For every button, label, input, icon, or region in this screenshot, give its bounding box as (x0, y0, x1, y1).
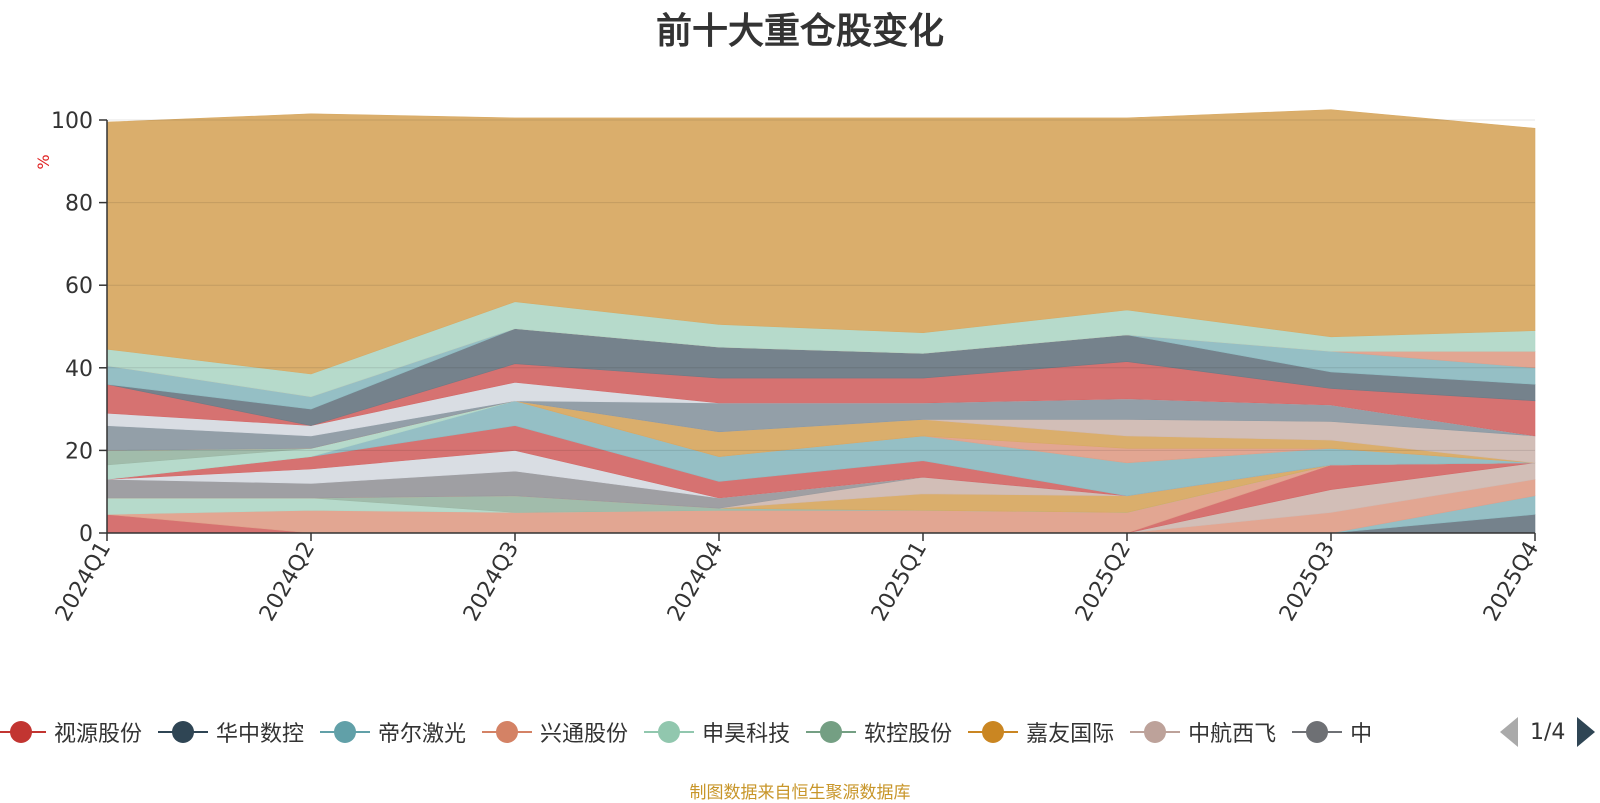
legend-marker-icon (968, 712, 1019, 752)
legend-item[interactable]: 帝尔激光 (320, 712, 466, 752)
legend-item[interactable]: 嘉友国际 (968, 712, 1114, 752)
legend-item[interactable]: 软控股份 (806, 712, 952, 752)
legend-item-label: 帝尔激光 (378, 722, 467, 747)
legend-marker-icon (1292, 712, 1343, 752)
y-tick-label: 60 (65, 274, 93, 299)
legend-item[interactable]: 华中数控 (158, 712, 304, 752)
grid-layer (107, 119, 1535, 451)
legend-item-label: 中 (1350, 722, 1373, 747)
x-tick-label: 2024Q3 (459, 538, 524, 626)
legend-pager: 1/4 (1500, 712, 1596, 752)
legend-item-label: 软控股份 (864, 722, 953, 747)
legend-item-label: 华中数控 (216, 722, 305, 747)
legend-marker-icon (1130, 712, 1181, 752)
y-axis-label: % (34, 154, 53, 169)
legend-item-label: 嘉友国际 (1026, 722, 1115, 747)
legend-marker-icon (0, 712, 46, 752)
legend-next-arrow-icon[interactable] (1577, 717, 1596, 747)
legend-marker-icon (644, 712, 695, 752)
legend-item[interactable]: 兴通股份 (482, 712, 628, 752)
y-tick-label: 100 (51, 109, 93, 134)
x-tick-label: 2025Q4 (1479, 538, 1544, 626)
chart-title: 前十大重仓股变化 (655, 11, 944, 52)
x-tick-label: 2025Q2 (1071, 538, 1136, 626)
legend-item-label: 中航西飞 (1188, 722, 1277, 747)
legend-marker-icon (320, 712, 371, 752)
legend-page-indicator: 1/4 (1530, 719, 1566, 745)
legend-items: 视源股份 华中数控 帝尔激光 兴通股份 申昊科技 软控股份 嘉友国际 中航西飞 中 (0, 712, 1464, 752)
x-tick-label: 2025Q3 (1275, 538, 1340, 626)
area-series-26 (106, 109, 1536, 375)
y-tick-label: 40 (65, 357, 93, 382)
legend-item[interactable]: 中航西飞 (1130, 712, 1276, 752)
areas-layer (106, 109, 1536, 534)
legend-item[interactable]: 申昊科技 (644, 712, 790, 752)
x-tick-label: 2025Q1 (867, 538, 932, 626)
legend-prev-arrow-icon[interactable] (1500, 717, 1518, 747)
legend-item[interactable]: 中 (1292, 712, 1372, 752)
legend: 视源股份 华中数控 帝尔激光 兴通股份 申昊科技 软控股份 嘉友国际 中航西飞 中 1/4 (0, 712, 1600, 752)
legend-item-label: 兴通股份 (540, 722, 629, 747)
y-tick-label: 80 (65, 192, 93, 217)
x-tick-label: 2024Q1 (51, 538, 116, 626)
legend-marker-icon (482, 712, 533, 752)
y-tick-label: 0 (79, 522, 93, 547)
x-tick-label: 2024Q4 (663, 538, 728, 626)
legend-item[interactable]: 视源股份 (0, 712, 142, 752)
y-tick-label: 20 (65, 439, 93, 464)
source-note: 制图数据来自恒生聚源数据库 (689, 783, 911, 803)
legend-item-label: 申昊科技 (702, 722, 791, 747)
legend-item-label: 视源股份 (54, 722, 143, 747)
x-tick-label: 2024Q2 (255, 538, 320, 626)
legend-marker-icon (806, 712, 857, 752)
legend-marker-icon (158, 712, 209, 752)
